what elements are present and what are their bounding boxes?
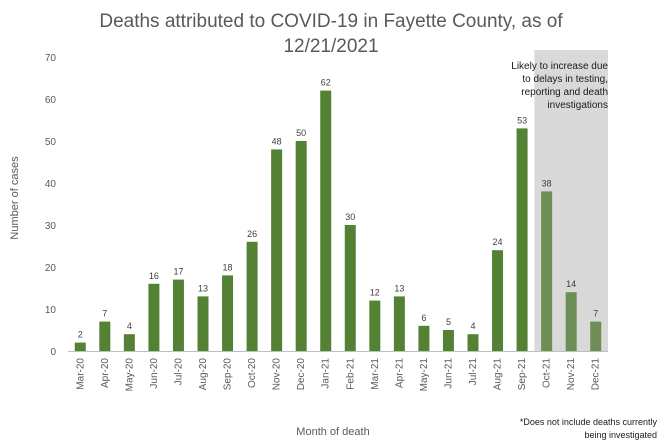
footnote: *Does not include deaths currently being… xyxy=(520,417,658,440)
data-label-Nov-20: 48 xyxy=(272,136,282,146)
data-label-Aug-21: 24 xyxy=(493,237,503,247)
x-tick-May-20: May-20 xyxy=(124,358,135,392)
x-tick-Jul-21: Jul-21 xyxy=(468,358,479,386)
y-axis-ticks: 0 10 20 30 40 50 60 70 xyxy=(45,53,57,358)
x-tick-Sep-20: Sep-20 xyxy=(223,358,234,391)
data-label-Jun-20: 16 xyxy=(149,271,159,281)
y-tick-10: 10 xyxy=(45,305,57,316)
bar-Jul-21 xyxy=(467,334,479,351)
bar-Oct-20 xyxy=(246,241,258,351)
chart-title-line-1: Deaths attributed to COVID-19 in Fayette… xyxy=(99,11,563,32)
bar-Nov-20 xyxy=(271,149,283,351)
bars xyxy=(74,90,602,351)
y-tick-40: 40 xyxy=(45,179,57,190)
chart-title: Deaths attributed to COVID-19 in Fayette… xyxy=(99,11,563,57)
bar-Mar-21 xyxy=(369,300,381,351)
shade-note-line-3: reporting and death xyxy=(521,87,608,98)
bar-Oct-21 xyxy=(541,191,553,351)
y-tick-0: 0 xyxy=(50,347,56,358)
data-labels: 2 7 4 16 17 13 18 26 48 50 62 30 12 13 6 5 4 24 53 38 14 7 xyxy=(78,78,598,340)
shaded-region-note: Likely to increase due to delays in test… xyxy=(511,61,608,111)
bar-Mar-20 xyxy=(74,342,86,351)
bar-Aug-21 xyxy=(492,250,504,351)
data-label-Jan-21: 62 xyxy=(321,78,331,88)
bar-Jun-20 xyxy=(148,283,160,351)
y-axis-title: Number of cases xyxy=(9,156,21,240)
bar-Jun-21 xyxy=(442,330,454,351)
shade-note-line-4: investigations xyxy=(547,100,608,111)
data-label-Oct-20: 26 xyxy=(247,229,257,239)
footnote-line-1: *Does not include deaths currently xyxy=(520,417,658,427)
bar-May-20 xyxy=(123,334,135,351)
footnote-line-2: being investigated xyxy=(584,430,657,440)
bar-Jul-20 xyxy=(172,279,184,351)
x-tick-Dec-21: Dec-21 xyxy=(591,358,602,391)
y-tick-60: 60 xyxy=(45,95,57,106)
data-label-Jul-20: 17 xyxy=(173,267,183,277)
data-label-Dec-21: 7 xyxy=(593,309,598,319)
data-label-Apr-20: 7 xyxy=(102,309,107,319)
x-tick-Nov-21: Nov-21 xyxy=(566,358,577,391)
data-label-Sep-20: 18 xyxy=(223,262,233,272)
x-tick-Feb-21: Feb-21 xyxy=(345,358,356,390)
x-tick-Jul-20: Jul-20 xyxy=(173,358,184,386)
x-tick-Aug-20: Aug-20 xyxy=(198,358,209,391)
data-label-Feb-21: 30 xyxy=(345,212,355,222)
data-label-Jul-21: 4 xyxy=(470,321,475,331)
data-label-Dec-20: 50 xyxy=(296,128,306,138)
x-tick-Oct-20: Oct-20 xyxy=(247,358,258,388)
x-axis-title: Month of death xyxy=(296,426,369,438)
bar-Apr-20 xyxy=(99,321,111,351)
bar-Nov-21 xyxy=(565,292,577,351)
y-tick-70: 70 xyxy=(45,53,57,64)
bar-Sep-20 xyxy=(222,275,234,351)
x-axis-ticks: Mar-20 Apr-20 May-20 Jun-20 Jul-20 Aug-20 Sep-… xyxy=(75,358,601,392)
y-tick-30: 30 xyxy=(45,221,57,232)
data-label-Apr-21: 13 xyxy=(394,283,404,293)
x-tick-Mar-21: Mar-21 xyxy=(370,358,381,390)
bar-Sep-21 xyxy=(516,128,528,351)
bar-Apr-21 xyxy=(393,296,405,351)
data-label-Jun-21: 5 xyxy=(446,317,451,327)
x-tick-Nov-20: Nov-20 xyxy=(272,358,283,391)
data-label-Mar-21: 12 xyxy=(370,288,380,298)
x-tick-May-21: May-21 xyxy=(419,358,430,392)
data-label-Aug-20: 13 xyxy=(198,283,208,293)
data-label-Mar-20: 2 xyxy=(78,330,83,340)
bar-Dec-20 xyxy=(295,141,307,351)
y-tick-20: 20 xyxy=(45,263,57,274)
x-tick-Jun-20: Jun-20 xyxy=(149,358,160,389)
bar-Feb-21 xyxy=(344,225,356,351)
shade-note-line-1: Likely to increase due xyxy=(511,61,608,72)
x-tick-Jan-21: Jan-21 xyxy=(321,358,332,389)
x-tick-Aug-21: Aug-21 xyxy=(493,358,504,391)
bar-May-21 xyxy=(418,325,430,351)
bar-Aug-20 xyxy=(197,296,209,351)
x-tick-Mar-20: Mar-20 xyxy=(75,358,86,390)
x-tick-Dec-20: Dec-20 xyxy=(296,358,307,391)
x-tick-Apr-21: Apr-21 xyxy=(394,358,405,388)
x-tick-Sep-21: Sep-21 xyxy=(517,358,528,391)
bar-Dec-21 xyxy=(590,321,602,351)
y-tick-50: 50 xyxy=(45,137,57,148)
data-label-May-21: 6 xyxy=(421,313,426,323)
shade-note-line-2: to delays in testing, xyxy=(522,74,608,85)
data-label-Nov-21: 14 xyxy=(566,279,576,289)
data-label-Sep-21: 53 xyxy=(517,115,527,125)
bar-Jan-21 xyxy=(320,90,332,351)
data-label-Oct-21: 38 xyxy=(542,178,552,188)
data-label-May-20: 4 xyxy=(127,321,132,331)
x-tick-Apr-20: Apr-20 xyxy=(100,358,111,388)
chart-title-line-2: 12/21/2021 xyxy=(283,36,378,57)
x-tick-Oct-21: Oct-21 xyxy=(542,358,553,388)
x-tick-Jun-21: Jun-21 xyxy=(443,358,454,389)
